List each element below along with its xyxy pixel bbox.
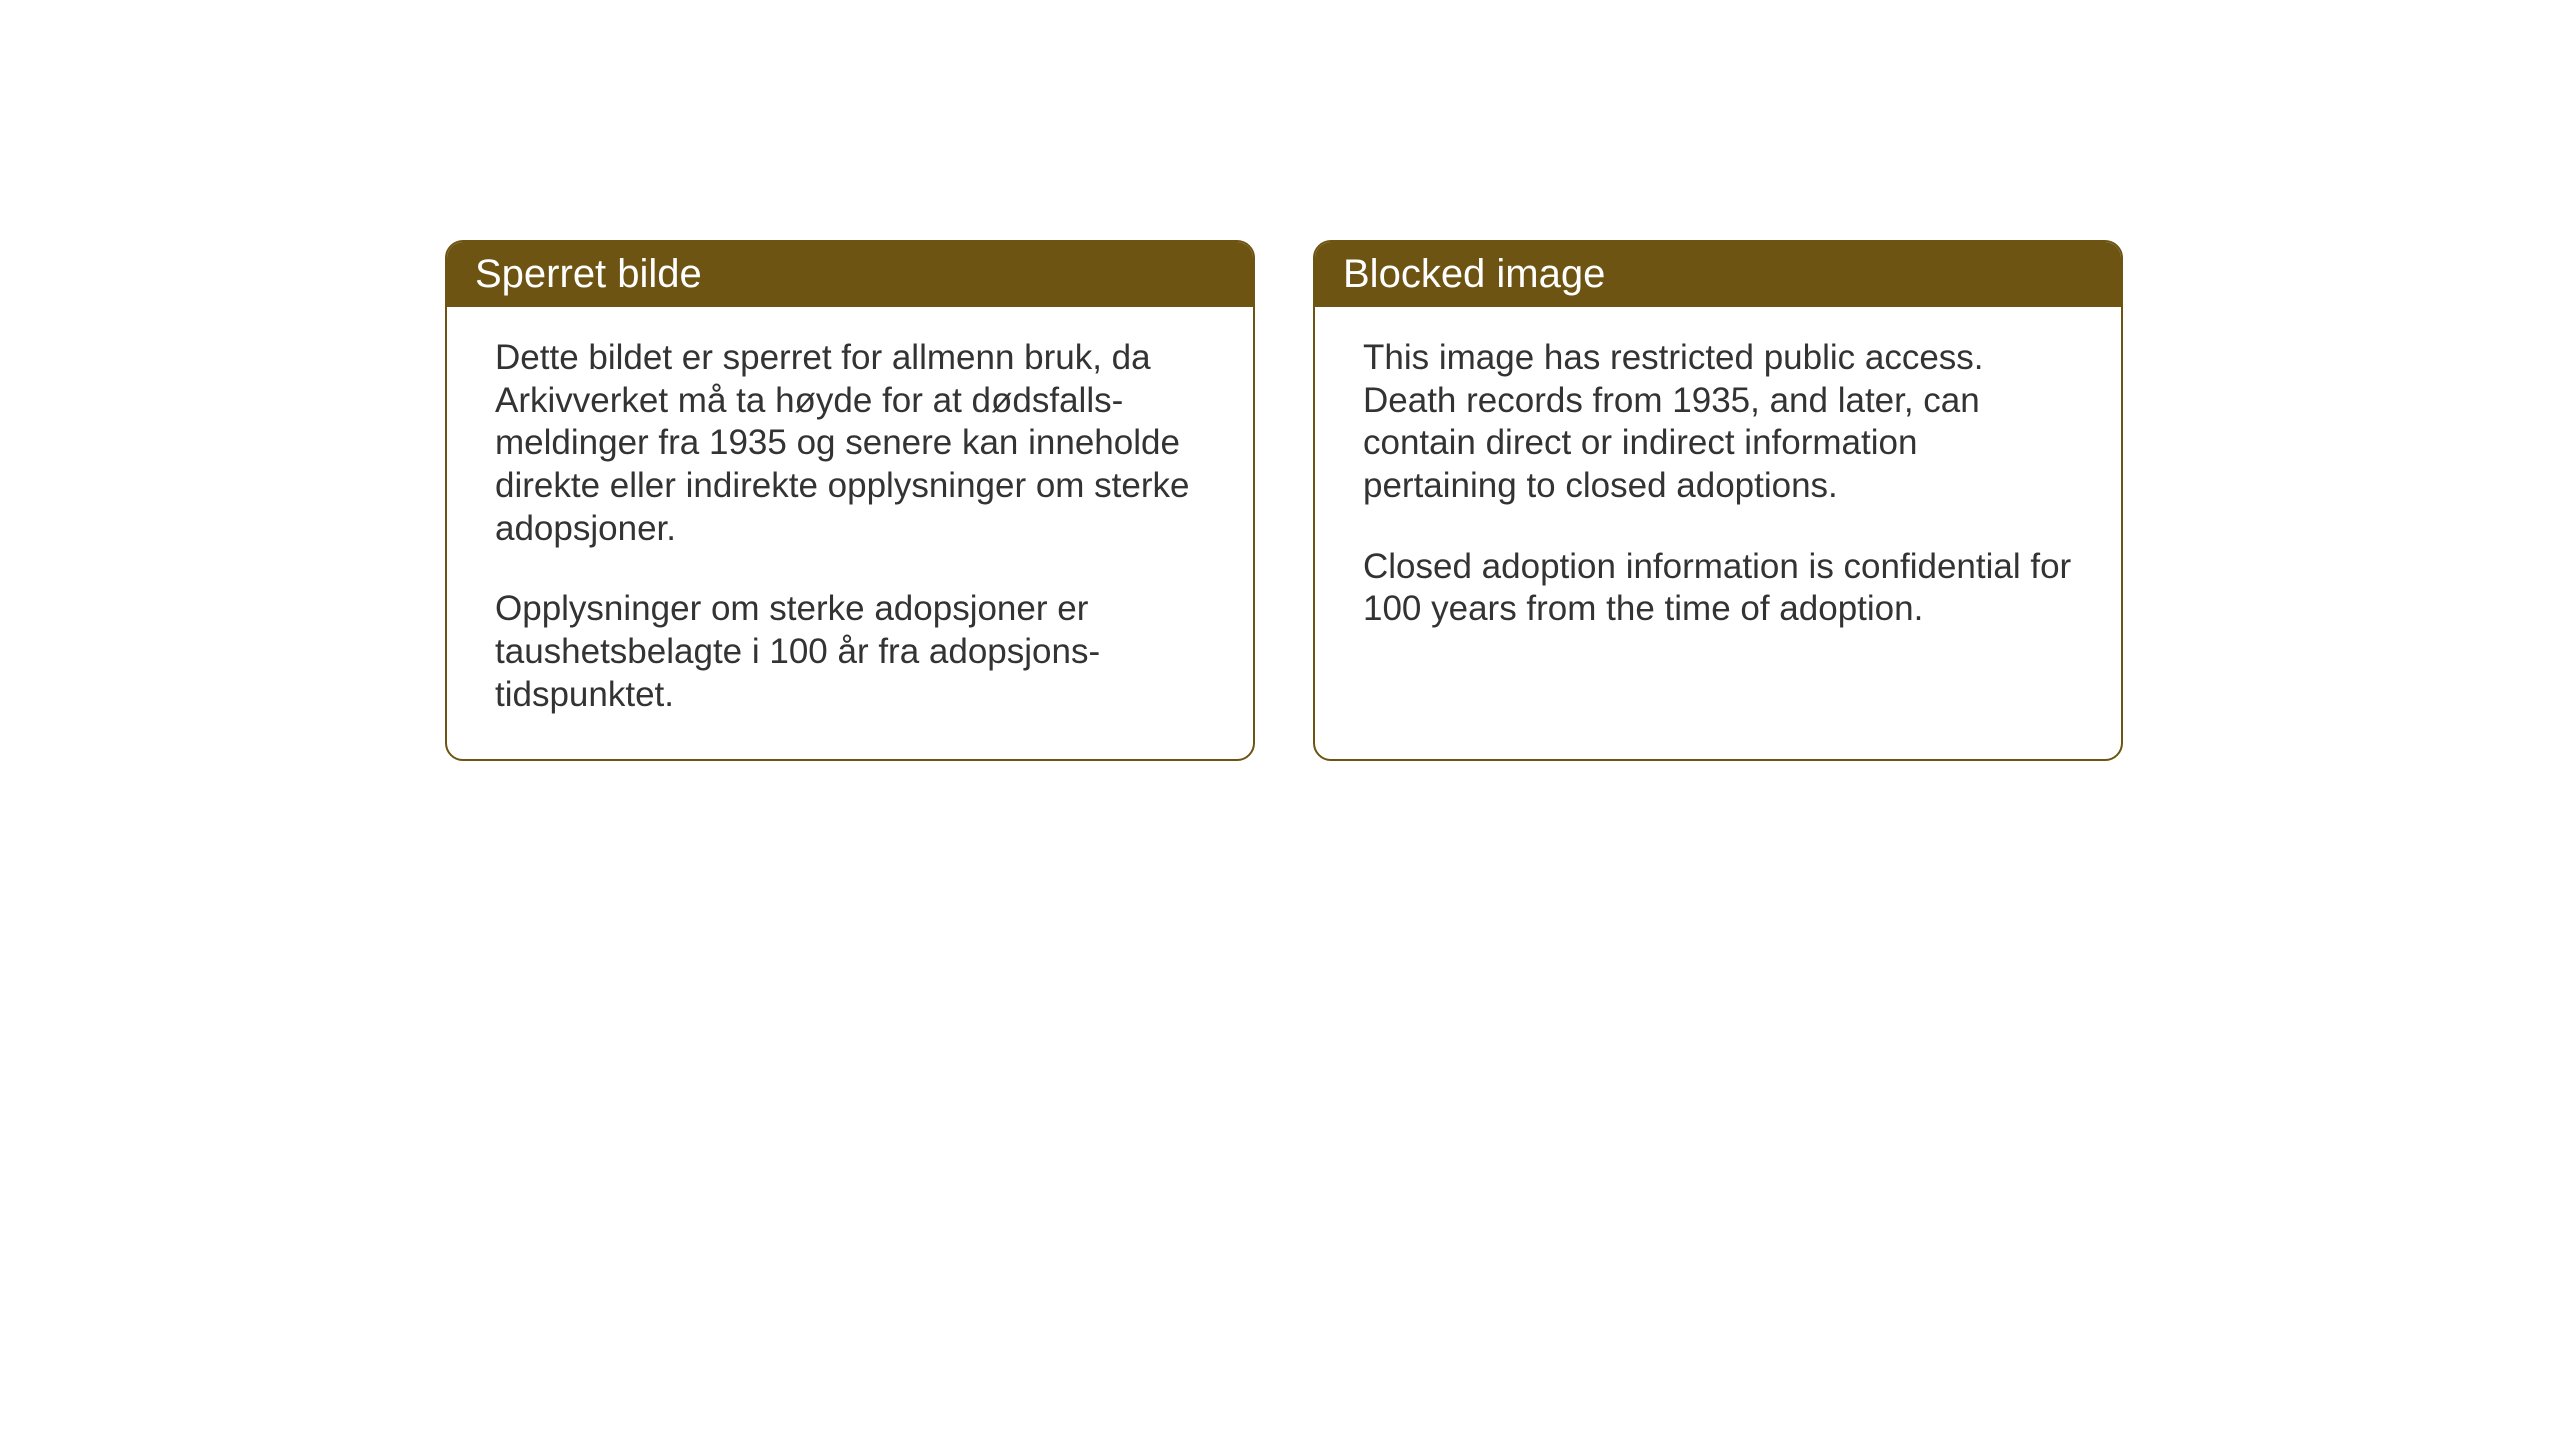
card-body-english: This image has restricted public access.… bbox=[1315, 307, 2121, 673]
notice-container: Sperret bilde Dette bildet er sperret fo… bbox=[445, 240, 2123, 761]
card-paragraph-1-norwegian: Dette bildet er sperret for allmenn bruk… bbox=[495, 337, 1205, 550]
card-paragraph-2-norwegian: Opplysninger om sterke adopsjoner er tau… bbox=[495, 588, 1205, 716]
card-title-english: Blocked image bbox=[1343, 252, 1605, 296]
card-title-norwegian: Sperret bilde bbox=[475, 252, 702, 296]
card-paragraph-1-english: This image has restricted public access.… bbox=[1363, 337, 2073, 508]
notice-card-english: Blocked image This image has restricted … bbox=[1313, 240, 2123, 761]
notice-card-norwegian: Sperret bilde Dette bildet er sperret fo… bbox=[445, 240, 1255, 761]
card-body-norwegian: Dette bildet er sperret for allmenn bruk… bbox=[447, 307, 1253, 759]
card-paragraph-2-english: Closed adoption information is confident… bbox=[1363, 546, 2073, 631]
card-header-norwegian: Sperret bilde bbox=[447, 242, 1253, 307]
card-header-english: Blocked image bbox=[1315, 242, 2121, 307]
